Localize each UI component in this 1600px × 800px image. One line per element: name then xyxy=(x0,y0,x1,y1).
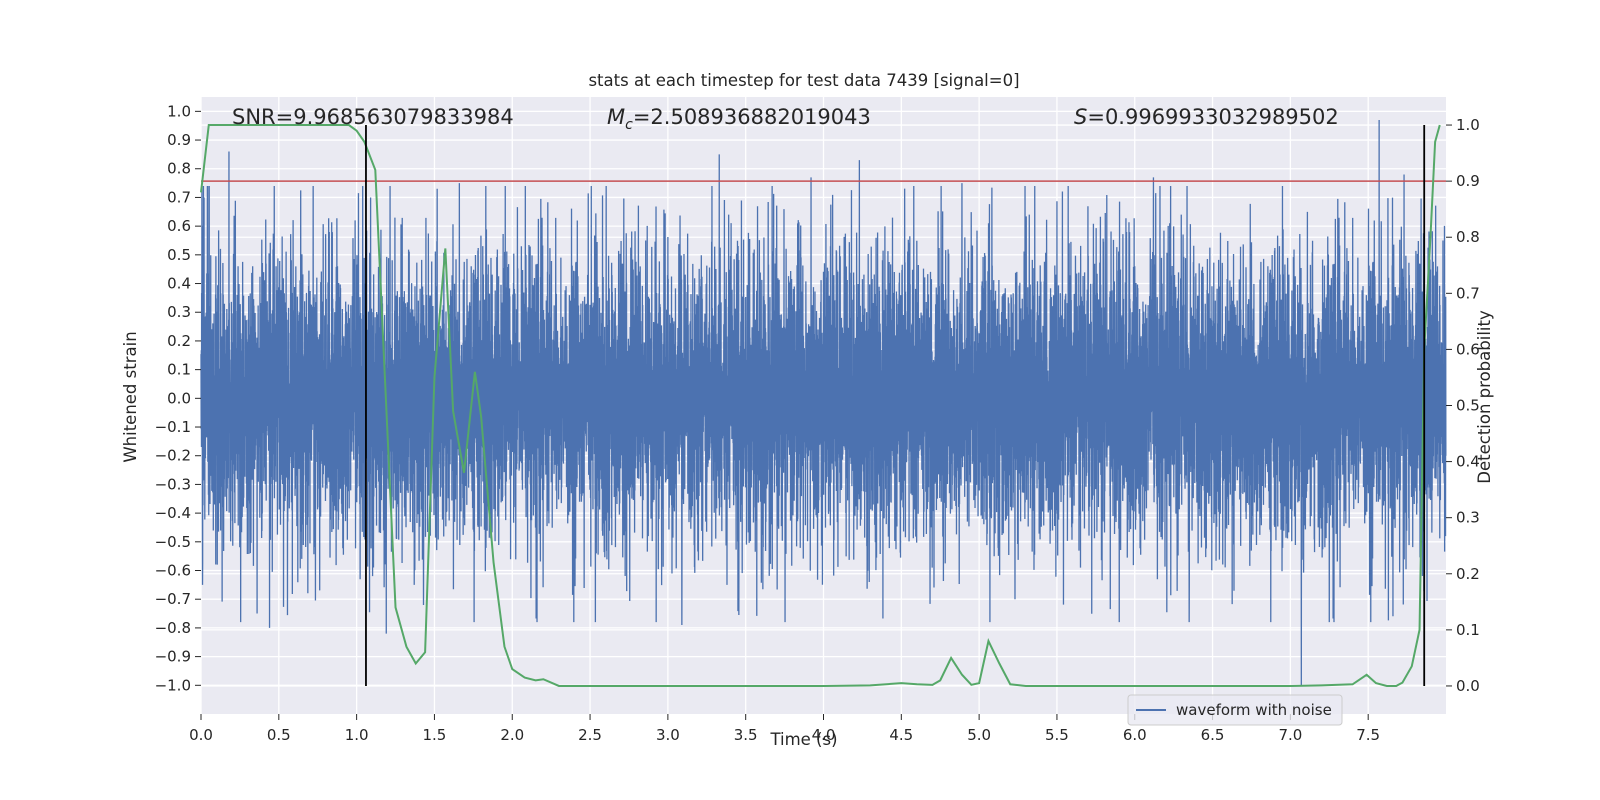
y-tick-label: −0.8 xyxy=(155,619,191,637)
s-symbol: S xyxy=(1074,105,1087,129)
y-right-tick-label: 0.0 xyxy=(1456,677,1480,695)
y-tick-label: −0.6 xyxy=(155,562,191,580)
y-tick-label: −0.4 xyxy=(155,504,191,522)
y-tick-label: −0.1 xyxy=(155,418,191,436)
y-tick-label: −0.9 xyxy=(155,648,191,666)
legend-box xyxy=(1127,694,1343,726)
x-tick-label: 2.0 xyxy=(500,726,524,744)
y-tick-label: −0.3 xyxy=(155,475,191,493)
y-tick-label: 0.0 xyxy=(167,389,191,407)
x-tick-label: 1.0 xyxy=(345,726,369,744)
y-tick-label: −1.0 xyxy=(155,676,191,694)
x-tick-label: 5.5 xyxy=(1045,726,1069,744)
chirp-mass-annotation: Mc=2.508936882019043 xyxy=(607,105,871,133)
x-tick-label: 4.5 xyxy=(889,726,913,744)
chart-title: stats at each timestep for test data 743… xyxy=(588,71,1019,90)
y-right-tick-label: 0.1 xyxy=(1456,621,1480,639)
x-tick-label: 5.0 xyxy=(967,726,991,744)
y-tick-label: 0.4 xyxy=(167,275,191,293)
s-value: =0.9969933032989502 xyxy=(1087,105,1338,129)
y-tick-label: −0.5 xyxy=(155,533,191,551)
y-tick-label: 0.5 xyxy=(167,246,191,264)
detection-probability-line xyxy=(200,124,1441,687)
y-right-tick-label: 0.4 xyxy=(1456,453,1480,471)
y-tick-label: −0.2 xyxy=(155,447,191,465)
y-right-tick-label: 0.7 xyxy=(1456,284,1480,302)
y-tick-label: 0.6 xyxy=(167,217,191,235)
y-tick-label: 0.9 xyxy=(167,131,191,149)
chirp-mass-subscript: c xyxy=(625,117,633,133)
x-tick-label: 1.5 xyxy=(423,726,447,744)
chirp-mass-value: =2.508936882019043 xyxy=(633,105,871,129)
y-tick-label: 1.0 xyxy=(167,102,191,120)
y-right-tick-label: 0.9 xyxy=(1456,172,1480,190)
s-annotation: S=0.9969933032989502 xyxy=(1074,105,1339,129)
y-right-tick-label: 0.5 xyxy=(1456,397,1480,415)
y-right-tick-label: 0.8 xyxy=(1456,228,1480,246)
y-tick-label: 0.8 xyxy=(167,160,191,178)
x-axis-label: Time (s) xyxy=(769,730,837,749)
y-right-tick-label: 0.3 xyxy=(1456,509,1480,527)
x-tick-label: 6.0 xyxy=(1123,726,1147,744)
x-axis-ticks: 0.0 0.5 1.0 1.5 2.0 2.5 3.0 3.5 4.0 4.5 5.0 5.5 6.0 6… xyxy=(189,714,1380,744)
y-axis-right-ticks: 1.0 0.9 0.8 0.7 0.6 0.5 0.4 0.3 0.2 0.1 0.0 xyxy=(1446,116,1480,695)
waveform-with-noise-line xyxy=(200,119,1447,686)
x-tick-label: 6.5 xyxy=(1201,726,1225,744)
x-tick-label: 2.5 xyxy=(578,726,602,744)
x-tick-label: 3.0 xyxy=(656,726,680,744)
y-tick-label: −0.7 xyxy=(155,590,191,608)
legend-label-waveform: waveform with noise xyxy=(1176,701,1332,719)
x-tick-label: 7.5 xyxy=(1356,726,1380,744)
chirp-mass-symbol: M xyxy=(607,105,625,129)
y-tick-label: 0.3 xyxy=(167,303,191,321)
waveform-with-noise-series xyxy=(200,119,1447,686)
y-tick-label: 0.1 xyxy=(167,361,191,379)
y-axis-label-left: Whitened strain xyxy=(121,331,140,462)
y-tick-label: 0.2 xyxy=(167,332,191,350)
x-tick-label: 0.5 xyxy=(267,726,291,744)
x-tick-label: 7.0 xyxy=(1278,726,1302,744)
snr-annotation: SNR=9.968563079833984 xyxy=(232,105,514,129)
x-tick-label: 4.0 xyxy=(812,726,836,744)
x-tick-label: 0.0 xyxy=(189,726,213,744)
vertical-lines xyxy=(365,125,1426,686)
y-axis-left-ticks: 1.0 0.9 0.8 0.7 0.6 0.5 0.4 0.3 0.2 0.1 0.0 −0.1 −0.… xyxy=(155,102,201,694)
y-tick-label: 0.7 xyxy=(167,188,191,206)
x-tick-label: 3.5 xyxy=(734,726,758,744)
y-right-tick-label: 0.2 xyxy=(1456,565,1480,583)
detection-probability-series xyxy=(200,124,1441,687)
y-axis-label-right: Detection probability xyxy=(1475,310,1494,484)
y-right-tick-label: 0.6 xyxy=(1456,340,1480,358)
y-right-tick-label: 1.0 xyxy=(1456,116,1480,134)
legend: waveform with noise xyxy=(1127,694,1343,726)
